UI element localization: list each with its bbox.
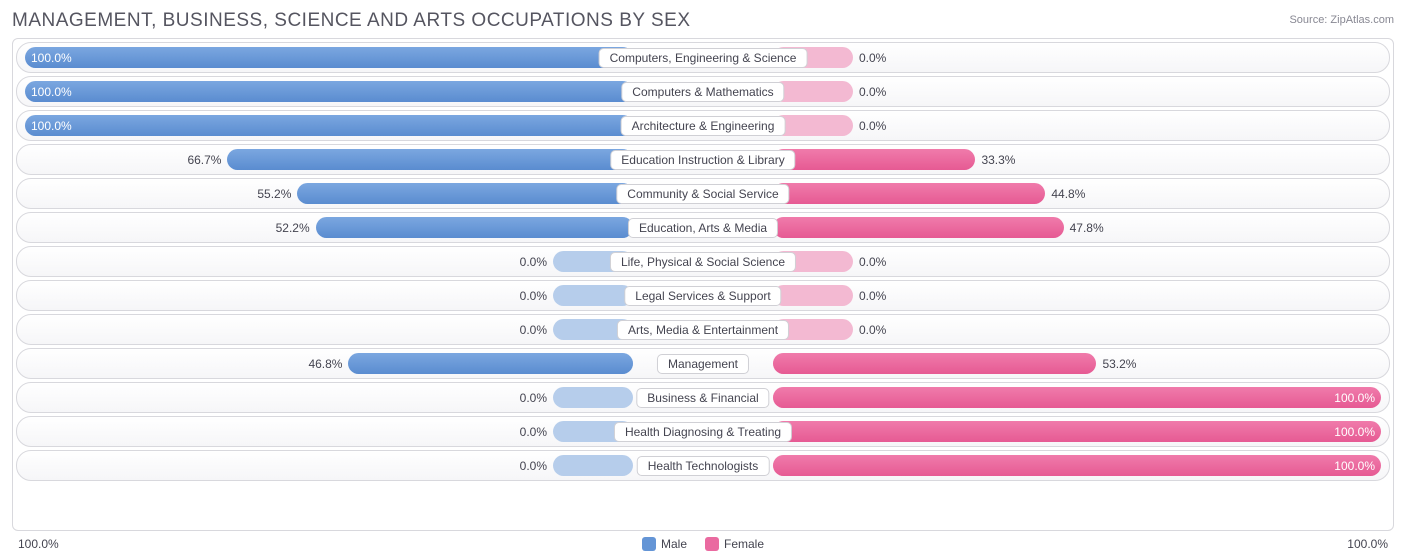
value-label-male: 55.2% [257, 187, 291, 201]
value-label-male: 0.0% [520, 323, 547, 337]
value-label-female: 0.0% [859, 289, 886, 303]
row-category-label: Community & Social Service [616, 184, 789, 204]
row-category-label: Computers, Engineering & Science [599, 48, 808, 68]
bar-female [773, 421, 1381, 442]
chart-title: MANAGEMENT, BUSINESS, SCIENCE AND ARTS O… [12, 10, 691, 32]
value-label-female: 0.0% [859, 255, 886, 269]
chart-footer: 100.0% Male Female 100.0% [12, 537, 1394, 551]
value-label-female: 100.0% [1334, 391, 1375, 405]
legend-item-male: Male [642, 537, 687, 551]
data-row: 52.2% 47.8% Education, Arts & Media [16, 212, 1390, 243]
row-category-label: Health Diagnosing & Treating [614, 422, 792, 442]
chart-container: MANAGEMENT, BUSINESS, SCIENCE AND ARTS O… [0, 0, 1406, 559]
bar-male [25, 81, 633, 102]
bar-female-base [773, 285, 853, 306]
bar-female [773, 149, 975, 170]
legend-label-male: Male [661, 537, 687, 551]
bar-female [773, 353, 1096, 374]
value-label-male: 0.0% [520, 391, 547, 405]
bar-male-base [553, 455, 633, 476]
bar-male [25, 115, 633, 136]
legend-swatch-male [642, 537, 656, 551]
bar-female [773, 217, 1064, 238]
axis-left-label: 100.0% [18, 537, 59, 551]
value-label-female: 33.3% [981, 153, 1015, 167]
bar-male [25, 47, 633, 68]
value-label-male: 66.7% [187, 153, 221, 167]
legend-swatch-female [705, 537, 719, 551]
value-label-male: 0.0% [520, 255, 547, 269]
bar-female [773, 183, 1045, 204]
data-row: 0.0% 100.0% Health Diagnosing & Treating [16, 416, 1390, 447]
bar-female [773, 387, 1381, 408]
value-label-male: 0.0% [520, 289, 547, 303]
legend-item-female: Female [705, 537, 764, 551]
row-category-label: Arts, Media & Entertainment [617, 320, 789, 340]
value-label-female: 53.2% [1102, 357, 1136, 371]
data-row: 0.0% 100.0% Health Technologists [16, 450, 1390, 481]
axis-right-label: 100.0% [1347, 537, 1388, 551]
bar-female-base [773, 81, 853, 102]
value-label-female: 100.0% [1334, 459, 1375, 473]
value-label-male: 100.0% [31, 85, 72, 99]
bar-male-base [553, 285, 633, 306]
data-row: 100.0% 0.0% Architecture & Engineering [16, 110, 1390, 141]
data-row: 0.0% 0.0% Life, Physical & Social Science [16, 246, 1390, 277]
bar-female [773, 455, 1381, 476]
value-label-female: 0.0% [859, 85, 886, 99]
value-label-male: 0.0% [520, 425, 547, 439]
data-row: 46.8% 53.2% Management [16, 348, 1390, 379]
value-label-female: 47.8% [1070, 221, 1104, 235]
value-label-female: 100.0% [1334, 425, 1375, 439]
data-row: 100.0% 0.0% Computers & Mathematics [16, 76, 1390, 107]
row-category-label: Life, Physical & Social Science [610, 252, 796, 272]
row-category-label: Education Instruction & Library [610, 150, 795, 170]
data-row: 0.0% 100.0% Business & Financial [16, 382, 1390, 413]
row-category-label: Business & Financial [636, 388, 769, 408]
bar-male-base [553, 387, 633, 408]
value-label-male: 100.0% [31, 51, 72, 65]
data-row: 0.0% 0.0% Arts, Media & Entertainment [16, 314, 1390, 345]
legend-label-female: Female [724, 537, 764, 551]
row-category-label: Health Technologists [637, 456, 770, 476]
row-category-label: Education, Arts & Media [628, 218, 778, 238]
bar-male [297, 183, 633, 204]
chart-header: MANAGEMENT, BUSINESS, SCIENCE AND ARTS O… [12, 10, 1394, 32]
chart-rows-area: 100.0% 0.0% Computers, Engineering & Scien… [12, 38, 1394, 531]
data-row: 0.0% 0.0% Legal Services & Support [16, 280, 1390, 311]
bar-male [348, 353, 633, 374]
chart-legend: Male Female [59, 537, 1348, 551]
value-label-female: 0.0% [859, 119, 886, 133]
value-label-female: 44.8% [1051, 187, 1085, 201]
row-category-label: Architecture & Engineering [621, 116, 786, 136]
value-label-female: 0.0% [859, 323, 886, 337]
bar-male [316, 217, 633, 238]
chart-source: Source: ZipAtlas.com [1289, 10, 1394, 26]
data-row: 66.7% 33.3% Education Instruction & Librar… [16, 144, 1390, 175]
value-label-male: 52.2% [276, 221, 310, 235]
data-row: 55.2% 44.8% Community & Social Service [16, 178, 1390, 209]
value-label-female: 0.0% [859, 51, 886, 65]
bar-male [227, 149, 633, 170]
row-category-label: Computers & Mathematics [621, 82, 784, 102]
data-row: 100.0% 0.0% Computers, Engineering & Scien… [16, 42, 1390, 73]
value-label-male: 100.0% [31, 119, 72, 133]
row-category-label: Management [657, 354, 749, 374]
value-label-male: 46.8% [308, 357, 342, 371]
row-category-label: Legal Services & Support [624, 286, 781, 306]
value-label-male: 0.0% [520, 459, 547, 473]
